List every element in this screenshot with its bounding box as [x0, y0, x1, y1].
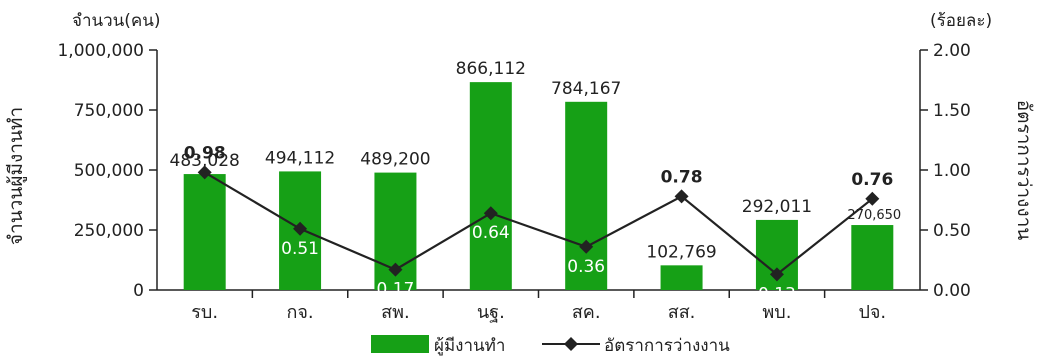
rate-value-label: 0.13: [758, 284, 796, 304]
legend-swatch-bar: [371, 335, 429, 353]
right-tick-label: 0.00: [933, 281, 971, 301]
left-axis-ticks: 0 250,000 500,000 750,000 1,000,000: [57, 41, 157, 301]
rate-value-label: 0.98: [184, 143, 226, 163]
bar-series: [183, 82, 894, 290]
category-label: นฐ.: [477, 302, 505, 323]
category-label: สค.: [572, 302, 601, 323]
right-axis-label: อัตราการว่างงาน: [1013, 100, 1035, 241]
right-axis-ticks: 0.00 0.50 1.00 1.50 2.00: [920, 41, 971, 301]
rate-value-label: 0.51: [281, 239, 319, 259]
rate-line: [204, 171, 873, 276]
category-label: สพ.: [381, 302, 410, 323]
plot-axes: [156, 50, 921, 291]
category-labels: รบ. กจ. สพ. นฐ. สค. สส. พบ. ปจ.: [191, 302, 886, 323]
right-tick-label: 0.50: [933, 221, 971, 241]
left-tick-label: 250,000: [74, 221, 144, 241]
category-label: กจ.: [286, 302, 313, 323]
rate-value-label: 0.36: [567, 257, 605, 277]
legend-label-bar: ผู้มีงานทำ: [434, 336, 505, 356]
left-tick-label: 1,000,000: [57, 41, 144, 61]
rate-value-label: 0.17: [377, 280, 415, 300]
bar-value-label: 489,200: [360, 150, 430, 170]
left-tick-label: 750,000: [74, 101, 144, 121]
category-label: ปจ.: [858, 302, 886, 323]
bar-value-label: 102,769: [646, 242, 716, 262]
bar: [183, 174, 226, 290]
line-series: [197, 165, 880, 282]
left-tick-label: 0: [133, 281, 144, 301]
category-label: รบ.: [191, 302, 218, 323]
right-tick-label: 1.00: [933, 161, 971, 181]
rate-marker: [674, 189, 689, 204]
right-axis-unit: (ร้อยละ): [930, 11, 992, 31]
rate-marker: [293, 221, 308, 236]
bar: [469, 82, 512, 290]
rate-value-label: 0.64: [472, 223, 510, 243]
rate-marker: [579, 239, 594, 254]
left-axis-unit: จำนวน(คน): [72, 11, 161, 31]
rate-marker: [865, 191, 880, 206]
right-tick-label: 2.00: [933, 41, 971, 61]
category-label: พบ.: [762, 302, 791, 323]
bar-value-labels: 483,028 494,112 489,200 866,112 784,167 102,7…: [170, 59, 902, 262]
bar-value-label: 494,112: [265, 148, 335, 168]
rate-marker: [388, 262, 403, 277]
category-label: สส.: [668, 302, 696, 323]
rate-value-label: 0.76: [851, 170, 893, 190]
legend-label-line: อัตราการว่างงาน: [604, 336, 730, 356]
right-tick-label: 1.50: [933, 101, 971, 121]
bar: [660, 265, 703, 290]
left-tick-label: 500,000: [74, 161, 144, 181]
legend: ผู้มีงานทำ อัตราการว่างงาน: [371, 335, 730, 356]
category-dividers: [251, 290, 826, 298]
bar-value-label: 270,650: [847, 208, 901, 223]
bar: [851, 225, 894, 290]
left-axis-label: จำนวนผู้มีงานทำ: [5, 107, 27, 245]
legend-marker-diamond: [564, 337, 578, 351]
rate-marker: [483, 206, 498, 221]
bar-value-label: 483,028: [170, 151, 240, 171]
rate-value-label: 0.78: [661, 167, 703, 187]
bar-value-label: 292,011: [742, 197, 812, 217]
bar-value-label: 866,112: [456, 59, 526, 79]
rate-marker: [769, 267, 784, 282]
bar: [565, 101, 608, 290]
rate-marker: [197, 165, 212, 180]
rate-value-labels: 0.98 0.51 0.17 0.64 0.36 0.78 0.13 0.76: [184, 143, 894, 304]
bar-value-label: 784,167: [551, 79, 621, 99]
